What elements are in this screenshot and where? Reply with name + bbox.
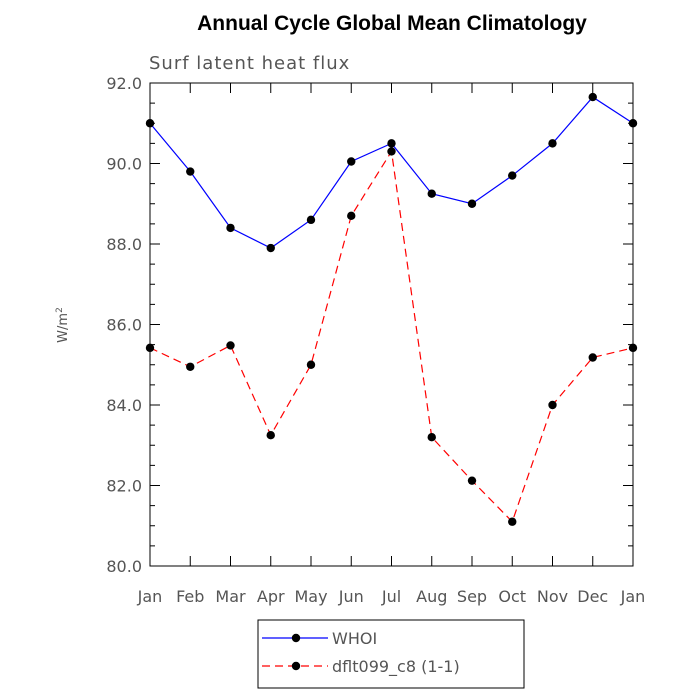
data-point [387,147,396,156]
legend-box [257,619,525,689]
data-point [467,199,477,208]
series-line [149,149,634,523]
data-point [508,517,517,526]
x-tick-label: Oct [498,587,526,606]
x-tick-label: Nov [537,587,568,606]
data-point [266,430,275,440]
data-point [145,343,155,353]
data-point [508,171,517,180]
legend-swatch-marker [291,633,301,643]
data-point [347,211,356,221]
x-tick-label: Jan [137,587,163,606]
y-tick-label: 84.0 [106,396,142,415]
y-tick-label: 82.0 [106,477,142,496]
y-tick-label: 80.0 [106,557,142,576]
x-tick-label: Feb [176,587,204,606]
x-tick-label: Jun [338,587,364,606]
legend-label: dflt099_c8 (1-1) [332,657,460,677]
chart-subtitle: Surf latent heat flux [149,53,350,74]
series-line [149,96,634,249]
data-point [548,139,557,148]
x-tick-label: Jul [381,587,401,606]
legend-label: WHOI [332,629,377,648]
data-point [588,92,597,102]
legend-swatch-marker [291,661,301,671]
legend: WHOI dflt099_c8 (1-1) [257,619,525,689]
data-point [306,360,316,369]
y-axis: 80.0 82.0 84.0 86.0 88.0 90.0 92.0 [106,74,633,576]
x-axis: Jan Feb Mar Apr May Jun Jul Aug Sep Oct Nov Dec Jan [137,83,646,606]
data-point [628,343,638,353]
y-axis-label: W/m2 [55,307,71,343]
data-point [266,243,275,253]
x-tick-label: Mar [215,587,246,606]
data-point [467,476,477,485]
series-2 [145,147,638,526]
x-tick-label: Aug [416,587,447,606]
data-point [226,341,235,350]
x-tick-label: May [294,587,327,606]
data-point [548,400,557,410]
data-point [387,139,396,148]
data-point [226,223,235,233]
chart-title: Annual Cycle Global Mean Climatology [197,12,587,35]
y-tick-label: 92.0 [106,74,142,93]
x-tick-label: Jan [620,587,646,606]
x-tick-label: Apr [257,587,285,606]
data-point [145,119,155,128]
data-point [306,215,316,225]
y-tick-label: 88.0 [106,235,142,254]
data-point [186,167,195,176]
y-tick-label: 90.0 [106,155,142,174]
data-point [427,189,436,198]
y-tick-label: 86.0 [106,316,142,335]
data-point [628,119,638,128]
data-point [588,353,597,362]
data-point [427,433,436,442]
data-point [347,157,356,166]
series-1 [145,92,638,253]
data-point [186,362,195,371]
series-layer [145,92,638,526]
x-tick-label: Dec [577,587,608,606]
x-tick-label: Sep [457,587,487,606]
